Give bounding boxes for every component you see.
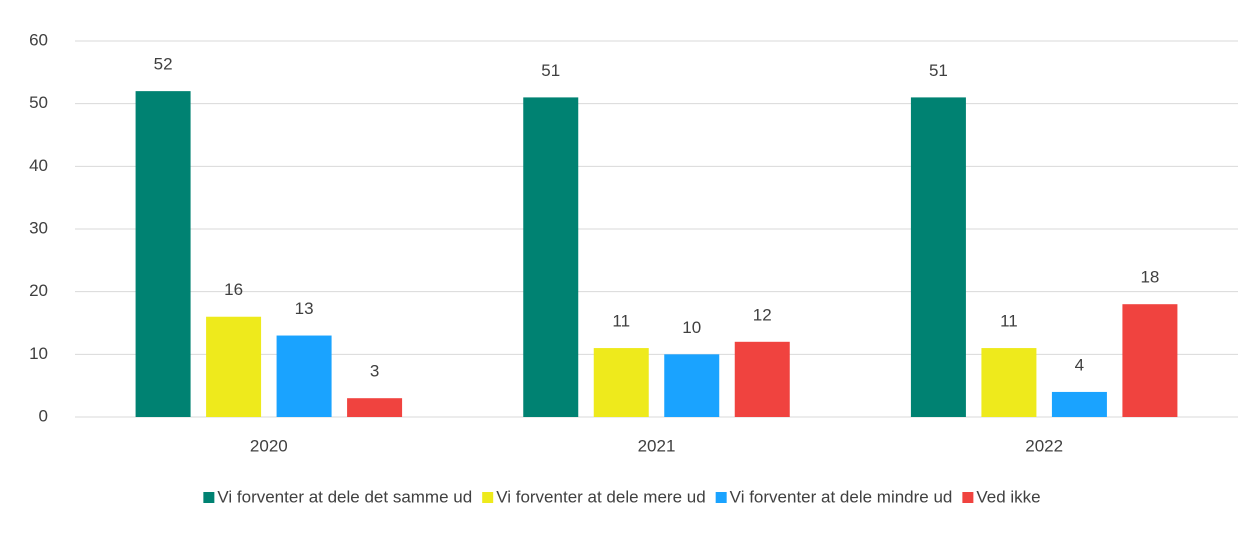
y-tick-label: 40 <box>29 156 48 175</box>
bar <box>206 316 262 417</box>
x-tick-label: 2022 <box>1025 436 1063 455</box>
bar <box>1122 304 1178 417</box>
bar <box>664 354 720 417</box>
legend-label: Vi forventer at dele mindre ud <box>730 487 953 506</box>
y-tick-label: 30 <box>29 218 48 237</box>
legend-label: Vi forventer at dele mere ud <box>496 487 705 506</box>
bar <box>910 97 966 418</box>
data-label: 51 <box>929 61 948 80</box>
bar <box>347 398 403 417</box>
bar <box>135 91 191 417</box>
bar <box>1051 391 1107 417</box>
data-label: 51 <box>541 61 560 80</box>
legend-swatch <box>482 492 494 503</box>
data-label: 3 <box>370 362 379 381</box>
y-tick-label: 50 <box>29 93 48 112</box>
legend-label: Vi forventer at dele det samme ud <box>217 487 472 506</box>
y-tick-label: 20 <box>29 281 48 300</box>
legend-swatch <box>203 492 215 503</box>
bar <box>734 341 790 417</box>
y-tick-label: 60 <box>29 30 48 49</box>
data-label: 16 <box>224 280 243 299</box>
x-tick-label: 2021 <box>638 436 676 455</box>
bar <box>981 348 1037 417</box>
legend-swatch <box>715 492 727 503</box>
data-label: 11 <box>612 312 630 331</box>
bar <box>276 335 332 417</box>
legend-swatch <box>962 492 974 503</box>
bar <box>523 97 579 418</box>
x-tick-label: 2020 <box>250 436 288 455</box>
data-label: 18 <box>1140 268 1159 287</box>
y-tick-label: 0 <box>39 406 48 425</box>
data-label: 12 <box>753 305 772 324</box>
data-label: 13 <box>295 299 314 318</box>
bar <box>593 348 649 417</box>
data-label: 11 <box>1000 312 1018 331</box>
data-label: 10 <box>682 318 701 337</box>
data-label: 4 <box>1075 355 1084 374</box>
legend-label: Ved ikke <box>976 487 1040 506</box>
data-label: 52 <box>154 55 173 74</box>
y-tick-label: 10 <box>29 344 48 363</box>
